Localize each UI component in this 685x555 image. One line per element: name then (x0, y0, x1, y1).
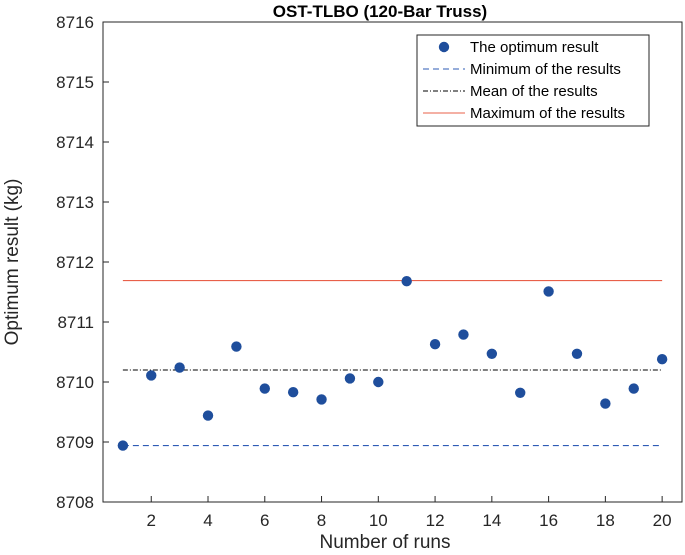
legend-box (416, 34, 650, 127)
data-point (628, 383, 639, 394)
x-tick-label: 20 (653, 511, 672, 530)
data-point (231, 341, 242, 352)
data-point (202, 410, 214, 421)
legend-marker (438, 41, 450, 53)
legend-item-minimum: Minimum of the results (470, 61, 621, 78)
data-point (515, 387, 526, 398)
y-tick-label: 8716 (56, 13, 94, 32)
y-axis-title: Optimum result (kg) (2, 179, 23, 346)
data-point (287, 387, 299, 398)
x-tick-label: 14 (482, 511, 501, 530)
data-point (401, 276, 412, 287)
x-tick-label: 2 (147, 511, 156, 530)
x-tick-label: 12 (426, 511, 445, 530)
data-point (486, 348, 498, 359)
data-point (344, 373, 356, 384)
data-point (117, 440, 129, 451)
x-axis: 2 4 6 8 10 12 14 16 18 20 (147, 496, 672, 530)
legend-item-maximum: Maximum of the results (470, 105, 625, 122)
reference-lines (122, 280, 663, 447)
data-point (373, 376, 384, 388)
legend: The optimum result Minimum of the results… (416, 34, 650, 127)
data-point (600, 398, 611, 409)
data-point (146, 370, 157, 381)
legend-item-optimum: The optimum result (470, 39, 599, 56)
data-point (571, 348, 583, 359)
y-tick-label: 8712 (56, 253, 94, 272)
x-tick-label: 16 (539, 511, 558, 530)
chart-title: OST-TLBO (120-Bar Truss) (273, 2, 487, 21)
data-points (117, 276, 668, 451)
x-tick-label: 18 (596, 511, 615, 530)
data-point (259, 383, 270, 394)
y-tick-label: 8715 (56, 73, 94, 92)
x-tick-label: 6 (260, 511, 269, 530)
y-tick-label: 8711 (57, 313, 94, 332)
x-axis-title: Number of runs (320, 532, 451, 553)
x-tick-label: 4 (203, 511, 212, 530)
x-tick-label: 10 (369, 511, 388, 530)
data-point (174, 362, 185, 373)
y-tick-label: 8714 (56, 133, 94, 152)
data-point (316, 394, 327, 405)
data-point (429, 339, 441, 350)
y-tick-label: 8709 (56, 433, 94, 452)
legend-item-mean: Mean of the results (470, 83, 598, 100)
y-tick-label: 8708 (56, 493, 94, 512)
y-tick-label: 8710 (56, 373, 94, 392)
x-tick-label: 8 (317, 511, 326, 530)
data-point (656, 354, 668, 365)
y-axis: 8708 8709 8710 8711 8712 8713 8714 8715 8716 (56, 13, 109, 512)
y-tick-label: 8713 (56, 193, 94, 212)
data-point (543, 286, 554, 297)
data-point (458, 329, 469, 340)
